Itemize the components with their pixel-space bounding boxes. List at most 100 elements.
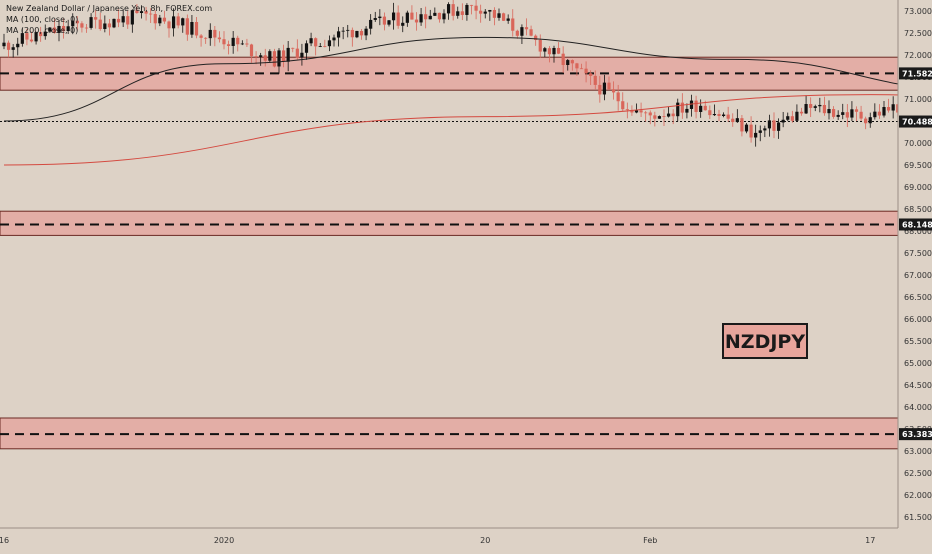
candle-body (497, 13, 501, 18)
price-tick-label: 62.500 (904, 469, 932, 478)
price-tick-label: 65.500 (904, 337, 932, 346)
candle-body (630, 109, 634, 113)
candle-body (506, 18, 510, 21)
candle-body (286, 47, 290, 62)
price-tick-label: 72.000 (904, 51, 932, 60)
candle-body (185, 18, 189, 35)
time-tick-label: 16 (0, 536, 9, 545)
chart-legend: New Zealand Dollar / Japanese Yen, 8h, F… (6, 3, 212, 36)
candle-body (231, 37, 235, 46)
candle-body (534, 35, 538, 40)
candle-body (396, 12, 400, 26)
candle-body (245, 43, 249, 45)
legend-ma200: MA (200, close, 0) (6, 26, 79, 35)
candle-body (94, 17, 98, 20)
price-tick-label: 62.000 (904, 491, 932, 500)
candle-body (584, 68, 588, 74)
candle-body (685, 108, 689, 113)
candle-body (405, 12, 409, 23)
candle-body (103, 23, 107, 30)
candle-body (364, 28, 368, 36)
candle-body (593, 75, 597, 85)
price-tick-label: 67.000 (904, 271, 932, 280)
candle-body (708, 110, 712, 116)
candle-body (254, 56, 258, 57)
candle-body (575, 63, 579, 69)
candle-body (433, 12, 437, 16)
candle-body (369, 19, 373, 29)
candle-body (786, 116, 790, 120)
candle-body (6, 42, 11, 50)
ma200-line (3, 94, 932, 166)
candle-body (130, 10, 134, 25)
candle-body (891, 104, 895, 111)
price-tick-label: 70.000 (904, 139, 932, 148)
candle-body (607, 82, 611, 90)
moving-averages (3, 36, 932, 166)
candle-body (634, 110, 639, 113)
candle-body (703, 105, 707, 111)
candle-body (460, 11, 464, 15)
symbol-box-label: NZDJPY (725, 331, 805, 353)
candle-body (199, 35, 203, 38)
candle-body (98, 19, 102, 30)
candle-body (818, 104, 822, 107)
candle-body (680, 102, 684, 113)
candle-body (836, 114, 840, 117)
candle-body (813, 106, 817, 108)
candle-body (281, 50, 286, 62)
price-label-box (899, 67, 932, 80)
candle-body (217, 37, 222, 40)
candle-body (501, 13, 506, 21)
price-tick-label: 67.500 (904, 249, 932, 258)
candle-body (886, 107, 891, 111)
time-axis[interactable]: 16202020Feb17Mar16Apr20May18Jun15Jul20Au… (0, 527, 932, 550)
candle-body (579, 68, 584, 70)
price-tick-label: 68.500 (904, 205, 932, 214)
candle-body (291, 47, 295, 49)
candle-body (318, 46, 322, 47)
candle-body (566, 60, 570, 65)
time-tick-label: Feb (643, 536, 657, 545)
candle-body (20, 33, 24, 44)
candle-body (456, 11, 460, 16)
time-tick-label: 2020 (214, 536, 234, 545)
candle-body (868, 117, 872, 124)
candle-body (754, 132, 758, 138)
candle-body (864, 118, 868, 124)
candle-body (799, 111, 804, 114)
zone-upper (0, 56, 899, 91)
time-axis-panel (0, 528, 932, 550)
candle-body (346, 29, 350, 31)
ma100-line (3, 36, 932, 122)
candle-body (401, 22, 405, 26)
candle-body (749, 124, 753, 138)
price-axis[interactable]: 73.00072.50072.00071.50071.00070.50070.0… (897, 0, 932, 550)
candle-body (744, 124, 749, 132)
candle-body (190, 21, 194, 35)
candle-body (781, 119, 785, 123)
candle-body (263, 55, 267, 61)
candle-body (272, 51, 277, 67)
candle-body (529, 29, 533, 36)
candle-body (373, 18, 377, 20)
candle-body (676, 102, 680, 117)
candle-body (831, 109, 836, 117)
candle-body (648, 112, 652, 116)
candle-body (598, 84, 602, 95)
candle-body (107, 23, 112, 28)
candle-body (428, 15, 432, 20)
price-tick-label: 71.000 (904, 95, 932, 104)
time-tick-label: 20 (480, 536, 490, 545)
price-tick-label: 72.500 (904, 29, 932, 38)
candle-body (740, 118, 744, 132)
candle-body (336, 31, 341, 38)
candle-body (644, 112, 648, 114)
candle-body (639, 110, 643, 113)
candle-body (277, 50, 281, 67)
candle-body (524, 27, 529, 30)
candle-body (662, 116, 666, 117)
candle-body (236, 37, 240, 45)
price-tick-label: 64.000 (904, 403, 932, 412)
